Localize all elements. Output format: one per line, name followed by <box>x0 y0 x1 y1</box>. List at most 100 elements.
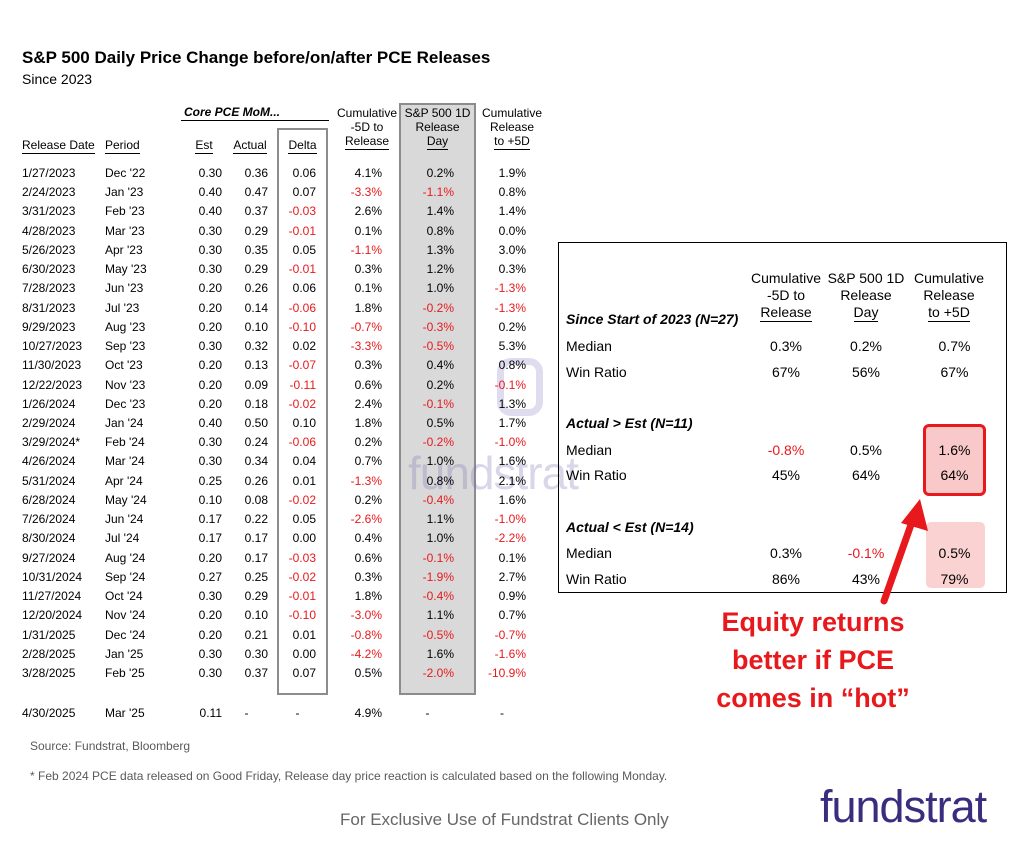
table-row-est: 0.30 <box>198 454 222 469</box>
table-row-est: 0.20 <box>198 358 222 373</box>
table-row-day: -0.4% <box>422 492 454 507</box>
table-row-after: -2.2% <box>494 531 526 546</box>
table-row-date: 10/31/2024 <box>22 569 83 584</box>
table-row-est: 0.20 <box>198 608 222 623</box>
table-row-day: 1.0% <box>426 281 454 296</box>
table-row-day: 1.6% <box>426 646 454 661</box>
table-row-actual: 0.24 <box>244 435 268 450</box>
summary-row-label: Win Ratio <box>566 364 627 380</box>
table-row-before: 0.1% <box>354 281 382 296</box>
watermark: fundstrat <box>408 447 579 499</box>
table-row-actual: 0.37 <box>244 665 268 680</box>
table-row-pending-date: 4/30/2025 <box>22 706 76 720</box>
table-row-date: 1/27/2023 <box>22 166 76 180</box>
table-row-actual: 0.14 <box>244 300 268 315</box>
table-row-after: 0.0% <box>498 223 526 238</box>
table-row-est: 0.30 <box>198 589 222 604</box>
footnote: * Feb 2024 PCE data released on Good Fri… <box>30 769 668 783</box>
table-row-after: -0.1% <box>494 377 526 392</box>
table-row-before: -2.6% <box>350 512 382 527</box>
table-row-before: 1.8% <box>354 589 382 604</box>
summary-cell-after: 64% <box>940 467 969 483</box>
summary-cell-day: 0.2% <box>850 338 882 354</box>
table-row-period: Feb '24 <box>105 435 145 450</box>
table-row-date: 4/28/2023 <box>22 223 76 238</box>
table-row-day: -1.1% <box>422 185 454 200</box>
table-row-period: Jun '23 <box>105 281 144 296</box>
table-row-pending-period: Mar '25 <box>105 706 145 720</box>
table-row-actual: 0.30 <box>244 646 268 661</box>
table-row-before: 0.2% <box>354 435 382 450</box>
table-row-before: -3.3% <box>350 339 382 354</box>
table-row-after: 0.8% <box>498 185 526 200</box>
table-row-est: 0.20 <box>198 627 222 642</box>
table-row-delta: -0.06 <box>288 435 316 450</box>
table-row-period: Aug '24 <box>105 550 146 565</box>
table-row-est: 0.20 <box>198 396 222 411</box>
table-row-pending-est: 0.11 <box>199 706 222 720</box>
table-row-actual: 0.10 <box>244 608 268 623</box>
table-row-delta: 0.01 <box>292 627 316 642</box>
table-row-actual: 0.17 <box>244 550 268 565</box>
table-row-actual: 0.35 <box>244 242 268 257</box>
table-row-actual: 0.13 <box>244 358 268 373</box>
table-row-period: Oct '23 <box>105 358 143 373</box>
watermark-logo-icon <box>497 358 543 416</box>
core-pce-group-rule <box>181 120 329 121</box>
table-row-after: 0.1% <box>498 550 526 565</box>
summary-cell-after: 0.5% <box>938 545 971 561</box>
table-row-period: Feb '25 <box>105 665 145 680</box>
table-row-day: -0.4% <box>422 589 454 604</box>
callout-text: Equity returns better if PCE comes in “h… <box>716 607 910 713</box>
table-row-est: 0.30 <box>198 435 222 450</box>
table-row-date: 1/31/2025 <box>22 627 76 642</box>
table-row-day: 1.1% <box>426 608 454 623</box>
table-row-before: 2.4% <box>354 396 382 411</box>
table-row-est: 0.10 <box>198 492 222 507</box>
summary-row-label: Win Ratio <box>566 467 627 483</box>
table-row-delta: -0.02 <box>288 396 316 411</box>
table-row-period: Jul '23 <box>105 300 140 315</box>
table-row-delta: -0.02 <box>288 492 316 507</box>
table-row-before: 0.3% <box>354 358 382 373</box>
table-row-actual: 0.26 <box>244 473 268 488</box>
table-row-delta: 0.07 <box>292 665 316 680</box>
table-row-after: 0.2% <box>498 319 526 334</box>
table-row-after: 1.6% <box>498 492 526 507</box>
table-row-after: -1.0% <box>494 512 526 527</box>
table-row-delta: 0.00 <box>292 531 316 546</box>
table-row-after: 2.1% <box>498 473 526 488</box>
table-row-date: 9/27/2024 <box>22 550 76 565</box>
table-row-period: Dec '23 <box>105 396 146 411</box>
table-row-date: 6/28/2024 <box>22 492 76 507</box>
table-row-day: 1.0% <box>426 454 454 469</box>
table-row-after: -10.9% <box>487 665 526 680</box>
table-row-delta: 0.10 <box>292 415 316 430</box>
table-row-delta: 0.01 <box>292 473 316 488</box>
table-row-est: 0.17 <box>198 531 222 546</box>
summary-row-label: Win Ratio <box>566 571 627 587</box>
table-row-actual: 0.21 <box>244 627 268 642</box>
table-row-day: 0.8% <box>426 223 454 238</box>
table-row-period: Oct '24 <box>105 589 143 604</box>
table-row-date: 6/30/2023 <box>22 262 76 277</box>
summary-cell-before: 45% <box>771 467 801 483</box>
summary-row-label: Median <box>566 338 612 354</box>
table-row-before: 0.6% <box>354 377 382 392</box>
table-row-date: 3/28/2025 <box>22 665 76 680</box>
table-row-after: -1.3% <box>494 281 526 296</box>
table-row-before: 0.4% <box>354 531 382 546</box>
table-row-day: -0.2% <box>422 435 454 450</box>
table-row-est: 0.30 <box>198 646 222 661</box>
table-row-pending-day: - <box>425 706 430 720</box>
table-row-before: 2.6% <box>354 204 382 219</box>
summary-header-cumulative-before: Cumulative -5D to Release <box>750 270 822 322</box>
summary-cell-day: -0.1% <box>847 545 885 561</box>
table-row-pending-actual: - <box>244 706 249 720</box>
table-row-after: 0.3% <box>498 262 526 277</box>
table-row-period: Feb '23 <box>105 204 145 219</box>
release-day-column-highlight <box>399 103 476 695</box>
table-row-after: 1.7% <box>498 415 526 430</box>
table-row-date: 8/30/2024 <box>22 531 76 546</box>
table-row-period: Dec '24 <box>105 627 146 642</box>
